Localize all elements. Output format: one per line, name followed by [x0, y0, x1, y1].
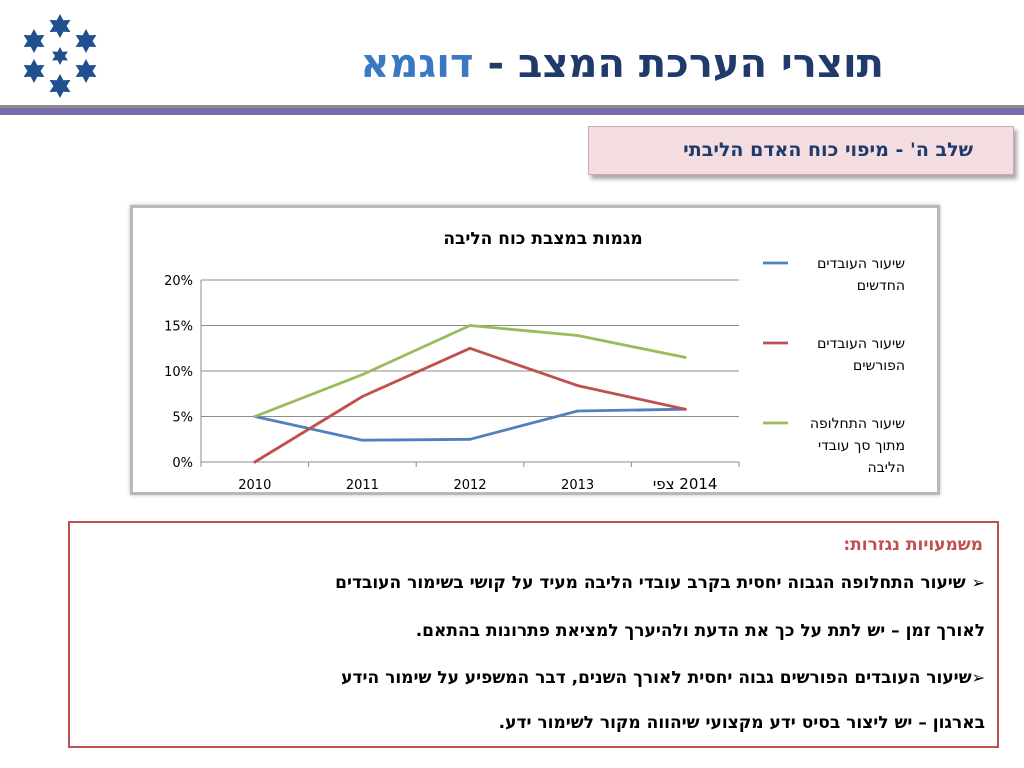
chart-series-lines	[253, 324, 687, 464]
implication-2-text-2: בארגון – יש ליצור בסיס ידע מקצועי שיהווה…	[498, 713, 985, 733]
page-title: תוצרי הערכת המצב - דוגמא	[360, 40, 884, 88]
chart-data-point	[361, 395, 364, 398]
chart-data-point	[468, 346, 472, 350]
chart-data-point	[683, 407, 687, 411]
chart-data-point	[576, 334, 579, 337]
chart-legend: שיעור העובדים החדשים שיעור העובדים הפורשים ש…	[763, 256, 905, 476]
chart-x-tick-labels: 2010 2011 2012 2013 2014 צפי	[238, 475, 717, 492]
implication-1-line-1: ➢ שיעור התחלופה הגבוה יחסית בקרב עובדי ה…	[335, 573, 985, 593]
chart-x-tick-label: 2013	[561, 478, 594, 492]
chart-data-point	[468, 437, 472, 441]
arrow-check-bullet-icon: ➢	[971, 573, 985, 592]
chart-data-point	[576, 384, 579, 387]
chart-data-point	[361, 373, 364, 377]
chart-data-point	[361, 438, 364, 442]
page-title-accent: דוגמא	[360, 41, 474, 87]
chart-x-tick-label: 2014 צפי	[653, 475, 718, 492]
chart-legend-label: החדשים	[857, 278, 905, 294]
chart-legend-label: שיעור התחלופה	[810, 416, 905, 432]
trend-chart: מגמות במצבת כוח הליבה 0% 5% 10% 15% 20% 2010…	[130, 205, 940, 495]
chart-x-tick-label: 2010	[238, 478, 271, 492]
chart-y-tick-label: 0%	[172, 456, 193, 471]
logo-star	[49, 74, 71, 98]
implication-2-line-2: בארגון – יש ליצור בסיס ידע מקצועי שיהווה…	[499, 713, 985, 733]
trend-chart-svg: מגמות במצבת כוח הליבה 0% 5% 10% 15% 20% 2010…	[164, 229, 905, 492]
chart-data-point	[253, 415, 257, 418]
chart-axes	[200, 280, 740, 467]
chart-data-point	[576, 409, 579, 413]
chart-y-tick-label: 20%	[164, 274, 193, 289]
logo-star	[49, 14, 71, 38]
chart-y-tick-labels: 0% 5% 10% 15% 20%	[164, 274, 193, 471]
implication-2-line-1: ➢שיעור העובדים הפורשים גבוה יחסית לאורך …	[341, 668, 985, 688]
logo-star-group	[23, 14, 97, 98]
chart-y-tick-label: 10%	[164, 365, 193, 380]
chart-legend-label: מתוך סך עובדי	[818, 438, 905, 454]
chart-legend-label: שיעור העובדים	[817, 336, 905, 352]
chart-gridlines	[201, 279, 739, 463]
chart-y-tick-label: 5%	[172, 411, 193, 426]
chart-legend-label: הליבה	[868, 460, 905, 476]
logo-star	[23, 59, 45, 83]
implications-box: משמעויות נגזרות: ➢ שיעור התחלופה הגבוה י…	[68, 521, 999, 748]
logo-star	[75, 59, 97, 83]
chart-legend-label: הפורשים	[853, 358, 905, 374]
header-divider-purple	[0, 108, 1024, 115]
chart-data-point	[683, 355, 687, 359]
header-divider-grey	[0, 105, 1024, 108]
chart-data-point	[468, 324, 472, 327]
chart-series-line	[253, 346, 687, 464]
chart-series-line	[253, 407, 687, 442]
chart-x-tick-label: 2011	[346, 478, 379, 492]
chart-x-tick-label: 2012	[453, 478, 486, 492]
logo-center-star	[52, 47, 68, 65]
header-divider	[0, 105, 1024, 115]
arrow-check-bullet-icon: ➢	[971, 668, 985, 687]
implication-1-line-2: לאורך זמן – יש לתת על כך את הדעת ולהיערך…	[416, 621, 985, 641]
step-label-box: שלב ה' - מיפוי כוח האדם הליבתי	[588, 126, 1014, 175]
implication-1-text-1: שיעור התחלופה הגבוה יחסית בקרב עובדי הלי…	[335, 573, 966, 593]
implication-2-text-1: שיעור העובדים הפורשים גבוה יחסית לאורך ה…	[341, 668, 972, 688]
page-title-main: תוצרי הערכת המצב -	[473, 41, 884, 87]
chart-legend-label: שיעור העובדים	[817, 256, 905, 272]
implication-1-text-2: לאורך זמן – יש לתת על כך את הדעת ולהיערך…	[415, 621, 985, 641]
step-label: שלב ה' - מיפוי כוח האדם הליבתי	[683, 139, 973, 161]
logo-star	[75, 29, 97, 53]
stars-emblem-icon	[23, 14, 97, 98]
chart-data-point	[253, 460, 257, 464]
implications-heading: משמעויות נגזרות:	[843, 535, 983, 555]
chart-y-tick-label: 15%	[164, 320, 193, 335]
chart-title: מגמות במצבת כוח הליבה	[443, 229, 642, 249]
logo-star	[23, 29, 45, 53]
